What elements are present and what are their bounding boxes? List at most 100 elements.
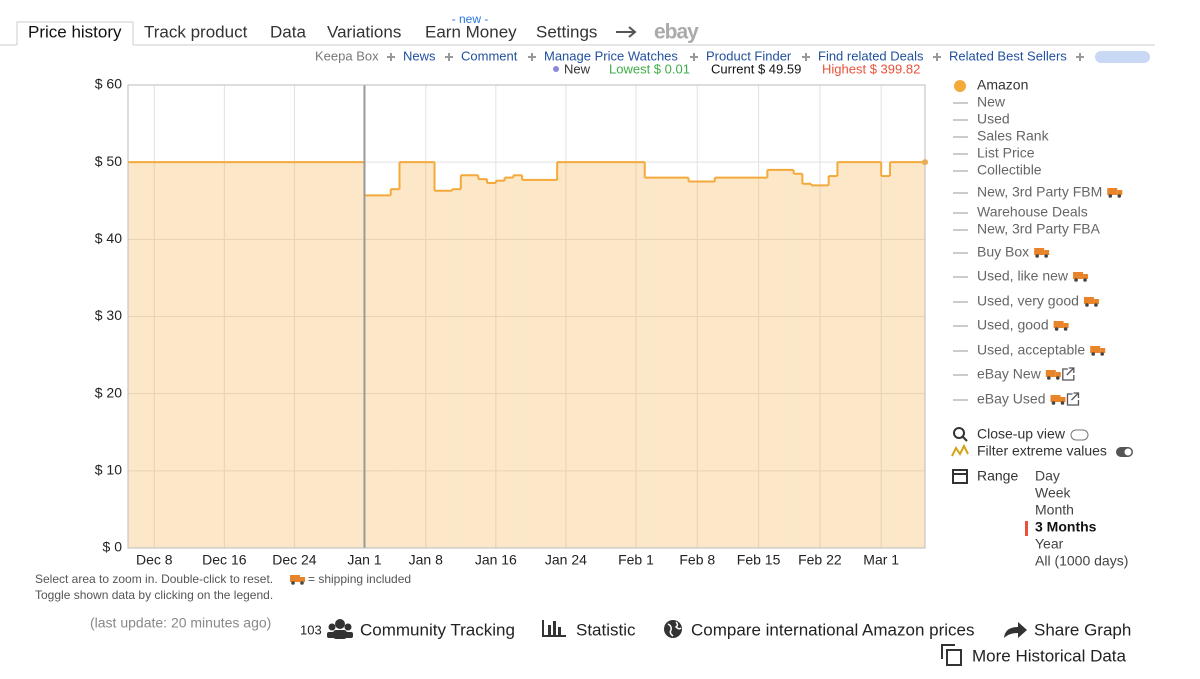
y-tick-label: $ 50 [95, 153, 122, 169]
legend-label[interactable]: List Price [977, 145, 1035, 161]
shipping-icon [1053, 321, 1064, 328]
copy-icon [941, 644, 962, 666]
tab[interactable]: Variations [327, 22, 401, 41]
price-area [688, 181, 715, 549]
top-link[interactable]: Related Best Sellers [949, 48, 1067, 63]
legend-label[interactable]: Collectible [977, 162, 1042, 178]
legend-label[interactable]: Buy Box [977, 244, 1029, 260]
range-option[interactable]: 3 Months [1035, 519, 1097, 535]
plot-frame [127, 84, 926, 549]
ebay-logo[interactable]: ebay [654, 21, 700, 44]
top-link[interactable]: Comment [461, 48, 518, 63]
tab[interactable]: Earn Money [425, 22, 517, 41]
y-tick-label: $ 30 [95, 307, 122, 323]
shipping-icon [1055, 372, 1061, 377]
legend-label[interactable]: New, 3rd Party FBM [977, 184, 1102, 200]
share-graph[interactable]: Share Graph [1034, 620, 1131, 639]
tab[interactable]: Data [270, 22, 306, 41]
shipping-icon [1107, 188, 1118, 195]
community-tracking[interactable]: Community Tracking [360, 620, 515, 639]
range-option[interactable]: Day [1035, 468, 1060, 484]
shipping-icon [1051, 401, 1056, 405]
external-icon [1062, 367, 1075, 381]
shipping-icon [1094, 303, 1098, 307]
price-area [513, 175, 523, 548]
shipping-icon [1063, 323, 1069, 328]
shipping-icon [1090, 346, 1101, 353]
price-chart: $ 0 $ 10 $ 20 $ 30 $ 40 $ 50 $ 60 Dec 8 Dec 16 De… [95, 76, 928, 568]
shipping-icon [1044, 254, 1048, 258]
y-tick-label: $ 20 [95, 384, 122, 400]
shipping-icon [1083, 274, 1089, 279]
zoom-note: Select area to zoom in. Double-click to … [35, 572, 273, 586]
new-badge: - new - [452, 12, 489, 26]
price-area [557, 162, 645, 548]
y-tick-label: $ 40 [95, 230, 122, 246]
price-area [128, 162, 365, 548]
x-tick-label: Feb 22 [798, 552, 842, 568]
legend-label[interactable]: eBay Used [977, 391, 1045, 407]
x-tick-label: Feb 15 [737, 552, 781, 568]
price-area [434, 190, 453, 549]
top-link[interactable]: News [403, 48, 436, 63]
legend-label[interactable]: Used [977, 111, 1010, 127]
statistic[interactable]: Statistic [576, 620, 636, 639]
legend-label[interactable]: eBay New [977, 366, 1042, 382]
legend-label[interactable]: New [977, 94, 1006, 110]
filter-label[interactable]: Filter extreme values [977, 443, 1107, 459]
blurred-link [1095, 51, 1150, 63]
stat-highest: Highest $ 399.82 [822, 61, 920, 76]
tab[interactable]: Settings [536, 22, 597, 41]
legend-label[interactable]: Used, acceptable [977, 342, 1085, 358]
tab[interactable]: Price history [28, 22, 122, 41]
shipping-icon [1083, 278, 1087, 282]
legend-label[interactable]: New, 3rd Party FBA [977, 221, 1101, 237]
range-option[interactable]: Month [1035, 502, 1074, 518]
compare-prices[interactable]: Compare international Amazon prices [691, 620, 974, 639]
x-tick-label: Dec 24 [272, 552, 317, 568]
tracking-count: 103 [300, 622, 322, 637]
stat-lowest: Lowest $ 0.01 [609, 61, 690, 76]
shipping-icon [1100, 348, 1106, 353]
shipping-icon [1083, 297, 1094, 304]
link-separator [1076, 53, 1084, 61]
top-link[interactable]: Find related Deals [818, 48, 924, 63]
x-tick-label: Jan 24 [545, 552, 587, 568]
price-area [399, 162, 435, 548]
legend-label[interactable]: Used, like new [977, 268, 1069, 284]
price-area [793, 173, 803, 548]
toggle-note: Toggle shown data by clicking on the leg… [35, 588, 273, 602]
price-area [452, 189, 461, 549]
legend-marker [954, 80, 966, 92]
range-option[interactable]: Week [1035, 485, 1072, 501]
shipping-icon [1050, 395, 1061, 402]
price-area [504, 177, 514, 548]
community-icon [327, 619, 353, 639]
shipping-icon [1035, 254, 1039, 258]
tab[interactable]: Track product [144, 22, 248, 41]
legend-label[interactable]: Sales Rank [977, 128, 1050, 144]
range-option[interactable]: Year [1035, 536, 1064, 552]
price-area [478, 179, 488, 549]
search-icon [962, 436, 968, 442]
shipping-icon [1047, 376, 1051, 380]
x-tick-label: Mar 1 [863, 552, 899, 568]
price-area [828, 176, 838, 548]
top-link[interactable]: Manage Price Watches [544, 48, 678, 63]
shipping-icon [1045, 370, 1056, 377]
toggle-off[interactable] [1070, 429, 1089, 441]
close-up-label[interactable]: Close-up view [977, 426, 1066, 442]
top-link[interactable]: Keepa Box [315, 48, 379, 63]
shipping-icon [1060, 397, 1066, 402]
price-area [889, 162, 925, 548]
more-historical-data[interactable]: More Historical Data [972, 646, 1127, 665]
legend-label[interactable]: Used, very good [977, 293, 1079, 309]
range-option[interactable]: All (1000 days) [1035, 553, 1128, 569]
shipping-icon [1060, 401, 1065, 405]
legend-label[interactable]: Used, good [977, 317, 1049, 333]
legend-label[interactable]: Warehouse Deals [977, 204, 1088, 220]
top-link[interactable]: Product Finder [706, 48, 792, 63]
statistic-icon [542, 620, 566, 637]
legend-label[interactable]: Amazon [977, 77, 1028, 93]
